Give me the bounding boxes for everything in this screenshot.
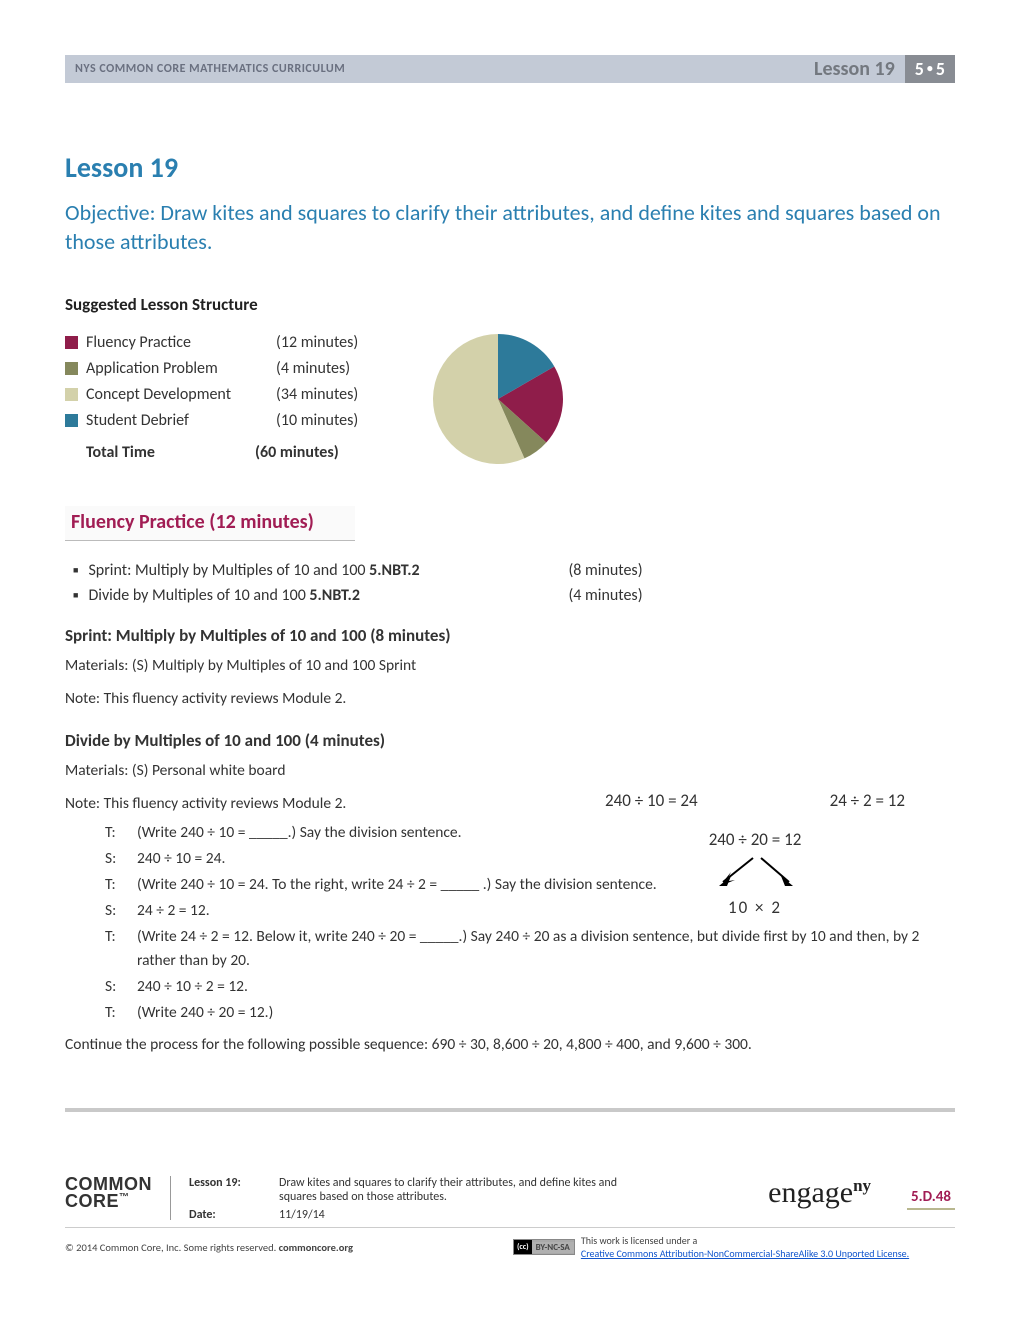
structure-table: Fluency Practice (12 minutes) Applicatio…: [65, 329, 358, 465]
math-eq: 24 ÷ 2 = 12: [830, 790, 905, 811]
footer-lesson-key: Lesson 19:: [189, 1176, 279, 1190]
divide-materials: Materials: (S) Personal white board: [65, 761, 955, 782]
structure-item: Student Debrief (10 minutes): [65, 407, 358, 433]
structure-time: (34 minutes): [276, 385, 358, 404]
footer-meta: Lesson 19: Date: Draw kites and squares …: [189, 1176, 649, 1222]
divide-heading: Divide by Multiples of 10 and 100 (4 min…: [65, 730, 955, 751]
pie-svg: [428, 329, 568, 469]
dialogue-row: T:(Write 24 ÷ 2 = 12. Below it, write 24…: [105, 925, 955, 973]
structure-total: Total Time (60 minutes): [65, 439, 358, 465]
bullet-time: (4 minutes): [568, 586, 642, 605]
bullet-label: Divide by Multiples of 10 and 100: [88, 586, 309, 605]
pie-chart: [428, 329, 568, 474]
structure-item: Fluency Practice (12 minutes): [65, 329, 358, 355]
footer-divider: [170, 1176, 171, 1220]
legend-swatch: [65, 336, 78, 349]
legend-swatch: [65, 362, 78, 375]
logo-line: CORE™: [65, 1193, 152, 1210]
sprint-note: Note: This fluency activity reviews Modu…: [65, 689, 955, 710]
footer-lesson-val: Draw kites and squares to clarify their …: [279, 1176, 649, 1204]
header-lesson-label: Lesson 19: [814, 57, 895, 81]
math-eq: 240 ÷ 20 = 12: [595, 829, 915, 850]
math-eq: 240 ÷ 10 = 24: [605, 790, 698, 811]
engage-ny-logo: engageny: [768, 1176, 871, 1210]
side-math-work: 240 ÷ 10 = 24 24 ÷ 2 = 12 240 ÷ 20 = 12 …: [595, 790, 915, 918]
dialogue-speaker: T:: [105, 925, 137, 973]
lesson-objective: Objective: Draw kites and squares to cla…: [65, 199, 955, 256]
engage-text: engage: [768, 1176, 853, 1209]
bullet-time: (8 minutes): [568, 561, 642, 580]
header-bar: NYS COMMON CORE MATHEMATICS CURRICULUM L…: [65, 55, 955, 83]
bullet-text: Divide by Multiples of 10 and 100 5.NBT.…: [88, 586, 568, 605]
fluency-bullet-list: ■ Sprint: Multiply by Multiples of 10 an…: [73, 561, 955, 605]
footer-vals: Draw kites and squares to clarify their …: [279, 1176, 649, 1222]
cc-badge-left: (cc): [514, 1240, 532, 1254]
fluency-practice-heading: Fluency Practice (12 minutes): [65, 506, 355, 541]
license-text: This work is licensed under a Creative C…: [581, 1234, 909, 1260]
bullet-text: Sprint: Multiply by Multiples of 10 and …: [88, 561, 568, 580]
fluency-bullet: ■ Divide by Multiples of 10 and 100 5.NB…: [73, 586, 955, 605]
structure-item: Concept Development (34 minutes): [65, 381, 358, 407]
arrows-svg: [695, 854, 815, 890]
math-bottom: 10 × 2: [595, 897, 915, 918]
total-time: (60 minutes): [255, 443, 339, 462]
bullet-standard: 5.NBT.2: [309, 586, 360, 605]
dialogue-speaker: T:: [105, 1001, 137, 1025]
dialogue-text: 240 ÷ 10 ÷ 2 = 12.: [137, 975, 955, 999]
module-grade: 5: [915, 58, 924, 80]
cc-badge-right: BY-NC-SA: [532, 1242, 574, 1253]
closing-sequence: Continue the process for the following p…: [65, 1035, 955, 1056]
bullet-label: Sprint: Multiply by Multiples of 10 and …: [88, 561, 369, 580]
sprint-materials: Materials: (S) Multiply by Multiples of …: [65, 656, 955, 677]
header-right: Lesson 19 5•5: [814, 55, 955, 83]
structure-label: Student Debrief: [86, 411, 276, 430]
page-footer: COMMON CORE™ Lesson 19: Date: Draw kites…: [65, 1176, 955, 1222]
legend-swatch: [65, 388, 78, 401]
structure-time: (4 minutes): [276, 359, 350, 378]
dialogue-speaker: T:: [105, 873, 137, 897]
structure-time: (10 minutes): [276, 411, 358, 430]
module-badge: 5•5: [905, 55, 955, 83]
structure-label: Fluency Practice: [86, 333, 276, 352]
curriculum-label: NYS COMMON CORE MATHEMATICS CURRICULUM: [75, 62, 345, 76]
lesson-title: Lesson 19: [65, 150, 955, 185]
license-link[interactable]: Creative Commons Attribution-NonCommerci…: [581, 1247, 909, 1260]
bullet-icon: ■: [73, 565, 78, 576]
cc-license-badge: (cc) BY-NC-SA: [513, 1239, 575, 1255]
dialogue-text: (Write 240 ÷ 20 = 12.): [137, 1001, 955, 1025]
dialogue-text: (Write 24 ÷ 2 = 12. Below it, write 240 …: [137, 925, 955, 973]
structure-heading: Suggested Lesson Structure: [65, 294, 955, 315]
dialogue-speaker: S:: [105, 899, 137, 923]
bullet-standard: 5.NBT.2: [369, 561, 420, 580]
math-arrows: [595, 854, 915, 895]
fluency-bullet: ■ Sprint: Multiply by Multiples of 10 an…: [73, 561, 955, 580]
engage-ny: ny: [853, 1176, 871, 1195]
structure-row: Fluency Practice (12 minutes) Applicatio…: [65, 329, 955, 474]
copyright-text: © 2014 Common Core, Inc. Some rights res…: [65, 1241, 353, 1254]
common-core-logo: COMMON CORE™: [65, 1176, 152, 1210]
page-number: 5.D.48: [907, 1188, 955, 1210]
footer-date-key: Date:: [189, 1208, 279, 1222]
structure-label: Application Problem: [86, 359, 276, 378]
total-label: Total Time: [65, 443, 255, 462]
footer-keys: Lesson 19: Date:: [189, 1176, 279, 1222]
dialogue-row: S:240 ÷ 10 ÷ 2 = 12.: [105, 975, 955, 999]
footer-date-val: 11/19/14: [279, 1208, 649, 1222]
structure-time: (12 minutes): [276, 333, 358, 352]
module-dot: •: [927, 62, 933, 76]
math-row: 240 ÷ 10 = 24 24 ÷ 2 = 12: [595, 790, 915, 811]
dialogue-speaker: T:: [105, 821, 137, 845]
structure-label: Concept Development: [86, 385, 276, 404]
page-content: Lesson 19 Objective: Draw kites and squa…: [65, 150, 955, 1068]
dialogue-speaker: S:: [105, 975, 137, 999]
sprint-heading: Sprint: Multiply by Multiples of 10 and …: [65, 625, 955, 646]
footer-rule: [65, 1108, 955, 1112]
module-num: 5: [936, 58, 945, 80]
dialogue-row: T:(Write 240 ÷ 20 = 12.): [105, 1001, 955, 1025]
copyright-row: © 2014 Common Core, Inc. Some rights res…: [65, 1227, 955, 1260]
dialogue-speaker: S:: [105, 847, 137, 871]
legend-swatch: [65, 414, 78, 427]
bullet-icon: ■: [73, 590, 78, 601]
structure-item: Application Problem (4 minutes): [65, 355, 358, 381]
